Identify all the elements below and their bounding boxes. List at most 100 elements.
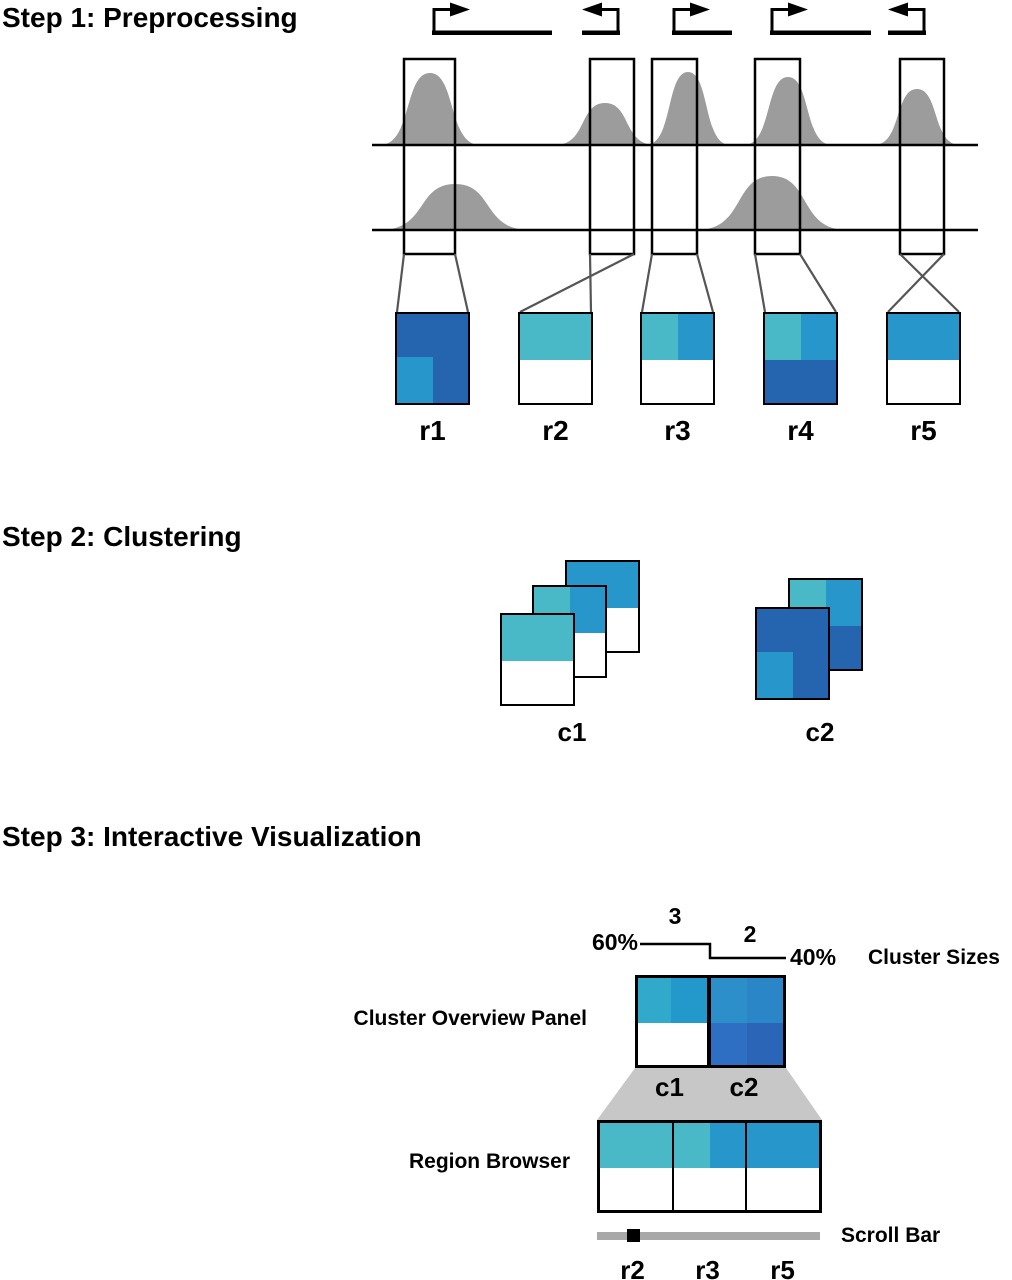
heatmap-cell (600, 1123, 672, 1169)
heatmap-cell (711, 1023, 747, 1065)
heatmap-cell (520, 314, 591, 361)
cluster2-size-percent: 40% (790, 944, 837, 970)
scroll-bar-label: Scroll Bar (841, 1224, 941, 1247)
heatmap-cell (711, 978, 747, 1024)
scroll-bar-track (597, 1232, 820, 1240)
region-label-r5: r5 (910, 415, 937, 446)
region-label-r2: r2 (542, 415, 569, 446)
step1-title: Step 1: Preprocessing (2, 2, 298, 33)
window-rect-3 (650, 57, 699, 256)
heatmap-cell (747, 1123, 820, 1169)
browser-region-label-r5: r5 (770, 1255, 795, 1280)
heatmap-cell (757, 651, 793, 698)
region-heatmap-r2 (518, 312, 593, 405)
signal-peak (646, 72, 730, 145)
step2-title: Step 2: Clustering (2, 521, 242, 552)
heatmap-cell (671, 978, 707, 1024)
gene-body-1 (432, 30, 552, 35)
overview-heatmap-c2 (708, 975, 786, 1068)
region-heatmap-r1 (395, 312, 470, 405)
overview-label-c2: c2 (729, 1072, 759, 1102)
heatmap-cell (757, 609, 828, 652)
funnel-line (695, 253, 715, 313)
heatmap-cell (569, 587, 605, 634)
region-heatmap-r5 (886, 312, 961, 405)
heatmap-cell (825, 580, 861, 627)
gene-tss-riser-5 (904, 8, 926, 35)
heatmap-cell (673, 1123, 710, 1169)
heatmap-cell (888, 314, 959, 361)
heatmap-cell (792, 651, 828, 698)
cluster-c1-card-3 (500, 613, 575, 706)
gene-body-2 (582, 30, 620, 35)
gene-arrowhead-right-icon (788, 2, 808, 17)
signal-peak (697, 176, 847, 230)
region-heatmap-r4 (763, 312, 838, 405)
heatmap-cell (397, 314, 468, 357)
gene-tss-riser-1 (432, 8, 454, 35)
gene-body-4 (770, 30, 871, 35)
region-heatmap-r3 (640, 312, 715, 405)
funnel-line (753, 253, 767, 313)
funnel-line (799, 253, 837, 313)
signal-peak (555, 103, 655, 145)
browser-region-label-r2: r2 (620, 1255, 645, 1280)
heatmap-cell (432, 356, 468, 403)
heatmap-cell (800, 314, 836, 361)
gene-arrowhead-right-icon (450, 2, 470, 17)
gene-tss-riser-2 (598, 8, 620, 35)
window-rect-1 (402, 57, 457, 256)
funnel-line-crossed (887, 253, 945, 313)
overview-heatmap-c1 (635, 975, 710, 1068)
region-browser-panel (597, 1120, 822, 1213)
cluster-c2-card-2 (755, 607, 830, 700)
cluster-label-c2: c2 (805, 717, 835, 747)
cluster1-region-count: 3 (668, 903, 682, 929)
scroll-bar-handle (627, 1229, 640, 1242)
heatmap-cell (677, 314, 713, 361)
region-label-r4: r4 (787, 415, 814, 446)
gene-tss-riser-4 (770, 8, 792, 35)
window-rect-5 (898, 57, 946, 256)
cluster2-region-count: 2 (743, 921, 757, 947)
heatmap-cell (502, 615, 573, 662)
heatmap-cell (642, 314, 678, 361)
browser-cell-r5 (747, 1123, 820, 1210)
gene-arrowhead-left-icon (582, 2, 602, 17)
step3-title: Step 3: Interactive Visualization (2, 821, 422, 852)
funnel-line-crossed (588, 253, 593, 313)
heatmap-cell (709, 1123, 746, 1169)
cluster1-size-percent: 60% (591, 929, 638, 955)
browser-cell-r2 (600, 1123, 674, 1210)
heatmap-cell (765, 314, 801, 361)
funnel-line-crossed (519, 253, 635, 313)
gene-arrowhead-left-icon (888, 2, 908, 17)
cluster-sizes-label: Cluster Sizes (868, 946, 1000, 969)
gene-body-5 (888, 30, 926, 35)
browser-cell-r3 (673, 1123, 748, 1210)
heatmap-cell (747, 978, 783, 1024)
window-rect-2 (588, 57, 636, 256)
overview-label-c1: c1 (655, 1072, 684, 1102)
heatmap-cell (638, 978, 672, 1024)
gene-arrowhead-right-icon (690, 2, 710, 17)
gene-body-3 (672, 30, 732, 35)
browser-region-label-r3: r3 (695, 1255, 720, 1280)
signal-peak (874, 89, 960, 145)
signal-peak (744, 77, 832, 145)
cluster-size-step-line (640, 942, 786, 960)
gene-tss-riser-3 (672, 8, 694, 35)
overview-to-browser-trapezoid (597, 1068, 822, 1120)
region-label-r3: r3 (664, 415, 691, 446)
cluster-label-c1: c1 (557, 717, 587, 747)
heatmap-cell (397, 356, 433, 403)
window-rect-4 (753, 57, 802, 256)
funnel-line-crossed (899, 253, 960, 313)
region-label-r1: r1 (419, 415, 446, 446)
heatmap-cell (765, 360, 836, 403)
cluster-overview-panel-label: Cluster Overview Panel (353, 1007, 587, 1030)
funnel-line (395, 253, 406, 313)
signal-peak (380, 73, 480, 145)
